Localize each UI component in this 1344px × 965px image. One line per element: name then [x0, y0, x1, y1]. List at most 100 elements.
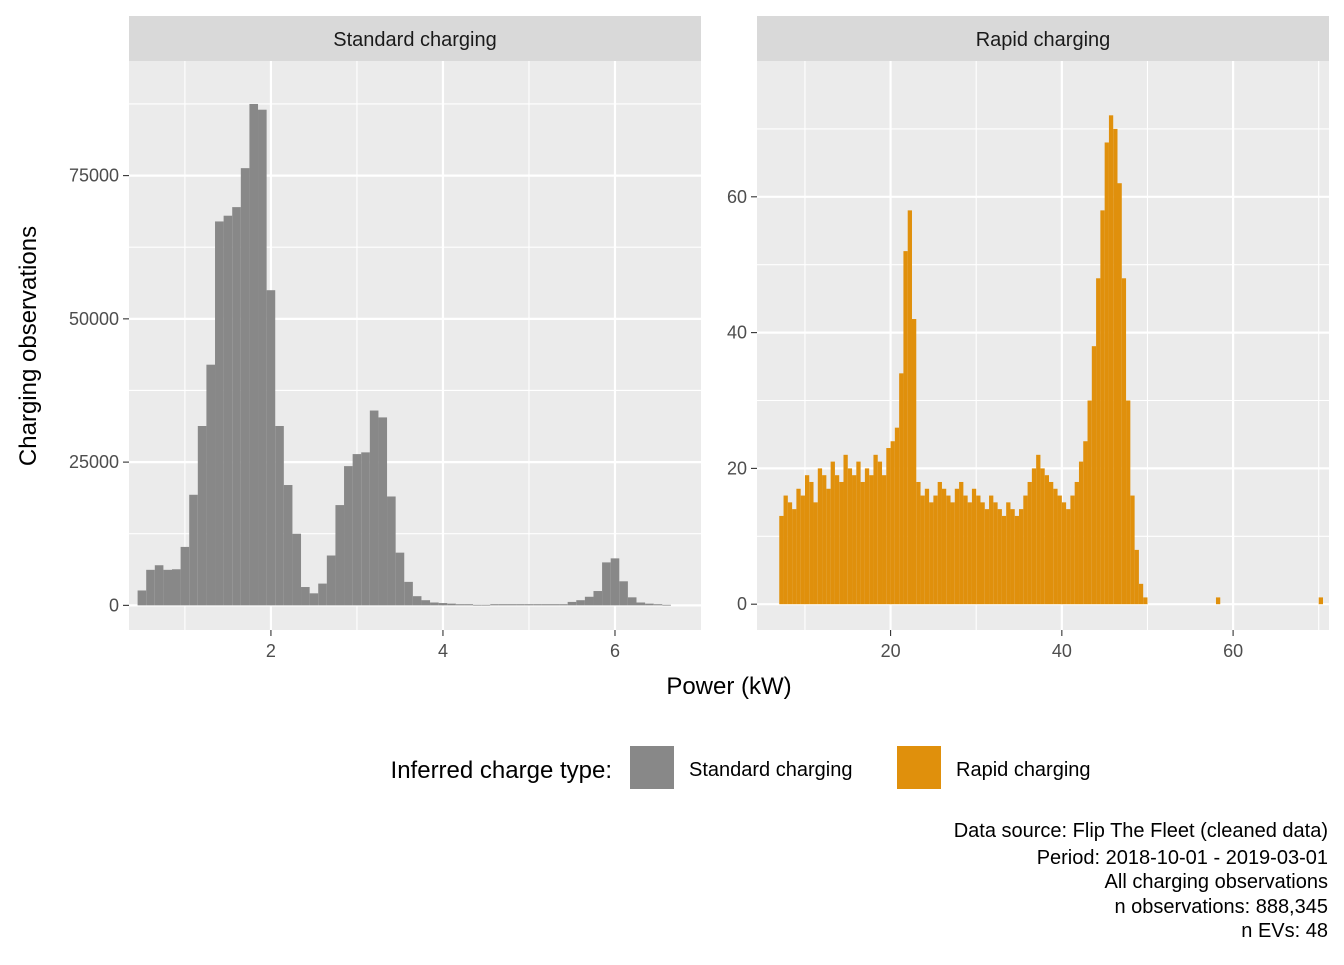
histogram-bar: [516, 604, 525, 606]
histogram-bar: [146, 569, 155, 606]
legend-key-standard: [630, 746, 674, 789]
histogram-bar: [1031, 468, 1037, 605]
histogram-bar: [894, 427, 900, 605]
histogram-bar: [847, 468, 853, 605]
histogram-bar: [584, 596, 594, 606]
histogram-bar: [813, 502, 818, 605]
histogram-bar: [989, 495, 994, 605]
histogram-bar: [1001, 515, 1007, 605]
histogram-bar: [1100, 210, 1105, 605]
legend-label-standard: Standard charging: [689, 759, 852, 781]
histogram-bar: [154, 565, 164, 606]
histogram-bar: [215, 221, 224, 606]
histogram-bar: [318, 583, 327, 606]
caption-line: n EVs: 48: [1241, 920, 1328, 942]
histogram-bar: [800, 495, 805, 605]
histogram-bar: [1040, 468, 1045, 605]
strip-rapid: [757, 16, 1329, 61]
histogram-bar: [301, 587, 310, 606]
histogram-bar: [369, 410, 379, 606]
legend-key-rapid: [897, 746, 941, 789]
strip-standard: [129, 16, 701, 61]
histogram-bar: [984, 509, 990, 605]
histogram-bar: [240, 168, 250, 606]
histogram-bar: [576, 600, 585, 606]
histogram-bar: [1053, 488, 1058, 605]
histogram-bar: [1014, 515, 1020, 605]
histogram-bar: [967, 502, 972, 605]
legend-label-rapid: Rapid charging: [956, 759, 1091, 781]
histogram-bar: [817, 468, 823, 605]
histogram-bar: [877, 461, 883, 605]
histogram-bar: [1027, 481, 1032, 605]
histogram-bar: [783, 495, 788, 605]
histogram-bar: [886, 448, 891, 605]
histogram-bar: [275, 426, 284, 606]
histogram-bar: [1215, 597, 1221, 605]
histogram-bar: [822, 475, 827, 605]
histogram-bar: [550, 604, 560, 606]
histogram-bar: [619, 581, 628, 606]
histogram-bar: [1318, 597, 1324, 605]
histogram-bar: [959, 481, 964, 605]
histogram-bar: [567, 601, 577, 606]
bars-rapid: [779, 115, 1324, 605]
histogram-bar: [1130, 495, 1135, 605]
histogram-bar: [882, 475, 887, 605]
caption: Data source: Flip The Fleet (cleaned dat…: [954, 820, 1328, 942]
panel-rapid: Rapid charging 0 20 40 60 20 40 60: [727, 16, 1329, 661]
histogram-bar: [223, 215, 233, 606]
caption-line: n observations: 888,345: [1115, 896, 1329, 918]
x-tick-label: 20: [881, 641, 901, 661]
strip-standard-label: Standard charging: [333, 29, 496, 51]
histogram-bar: [779, 515, 784, 605]
histogram-bar: [163, 569, 173, 606]
histogram-bar: [830, 461, 835, 605]
y-tick-label: 20: [727, 458, 747, 478]
histogram-bar: [1010, 509, 1015, 605]
histogram-bar: [533, 604, 542, 606]
histogram-bar: [610, 558, 620, 606]
legend-title: Inferred charge type:: [391, 757, 612, 784]
histogram-bar: [559, 604, 568, 606]
histogram-bar: [869, 475, 874, 605]
x-axis-title: Power (kW): [666, 673, 791, 700]
histogram-bar: [326, 555, 336, 606]
histogram-bar: [421, 600, 431, 606]
histogram-bar: [352, 454, 362, 606]
histogram-bar: [1044, 475, 1049, 605]
histogram-bar: [1143, 597, 1148, 605]
bars-standard: [137, 103, 671, 606]
histogram-bar: [920, 495, 925, 605]
caption-line: Data source: Flip The Fleet (cleaned dat…: [954, 820, 1328, 842]
histogram-bar: [430, 602, 439, 606]
histogram-bar: [438, 603, 448, 606]
histogram-bar: [498, 604, 508, 606]
y-tick-label: 0: [109, 595, 119, 615]
histogram-bar: [792, 509, 797, 605]
histogram-bar: [1126, 400, 1131, 605]
histogram-bar: [602, 562, 611, 606]
histogram-bar: [843, 454, 848, 605]
histogram-bar: [860, 481, 865, 605]
histogram-bar: [873, 454, 878, 605]
y-ticks-rapid: 0 20 40 60: [727, 187, 757, 614]
histogram-bar: [524, 604, 534, 606]
histogram-bar: [292, 533, 302, 606]
histogram-bar: [924, 488, 930, 605]
histogram-bar: [653, 604, 663, 606]
histogram-bar: [890, 441, 895, 605]
histogram-bar: [1134, 549, 1139, 605]
y-tick-label: 50000: [69, 309, 119, 329]
x-ticks-rapid: 20 40 60: [881, 630, 1243, 661]
y-tick-label: 0: [737, 594, 747, 614]
histogram-bar: [258, 109, 267, 606]
histogram-bar: [1048, 481, 1054, 605]
x-tick-label: 6: [610, 641, 620, 661]
histogram-bar: [1113, 128, 1118, 605]
caption-line: Period: 2018-10-01 - 2019-03-01: [1037, 847, 1328, 869]
y-ticks-standard: 0 25000 50000 75000: [69, 166, 129, 615]
histogram-bar: [826, 488, 831, 605]
histogram-bar: [662, 604, 671, 606]
histogram-bar: [864, 468, 870, 605]
